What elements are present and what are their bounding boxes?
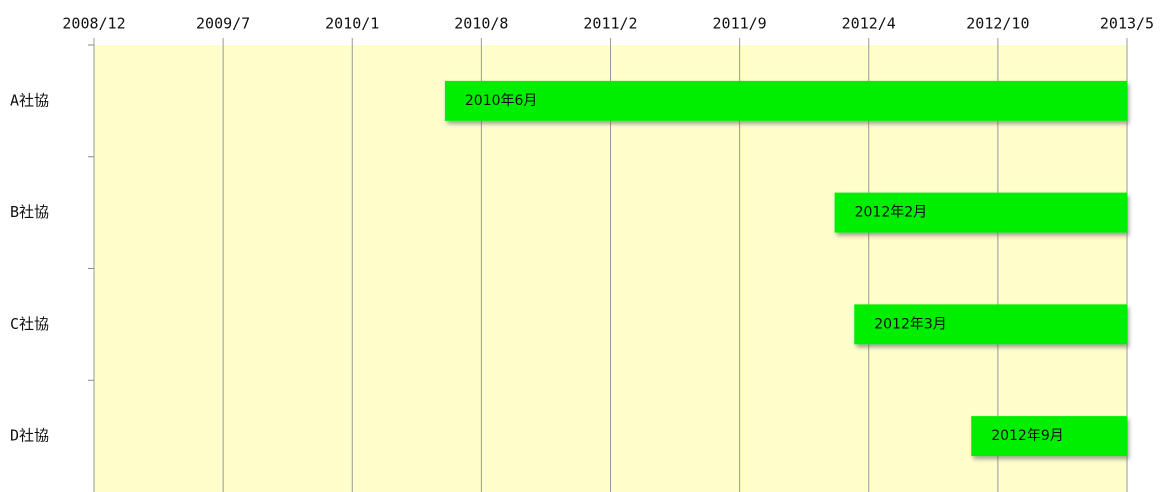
x-tick-label: 2013/5 — [1100, 15, 1154, 33]
bar-label: 2010年6月 — [465, 93, 538, 109]
y-tick-label: B社協 — [10, 203, 49, 221]
x-tick-label: 2008/12 — [62, 15, 125, 33]
bar — [971, 416, 1127, 457]
y-tick-label: C社協 — [10, 315, 49, 333]
bar — [444, 80, 1127, 121]
bar — [834, 192, 1127, 233]
y-tick-label: A社協 — [10, 91, 49, 109]
x-tick-label: 2012/4 — [842, 15, 896, 33]
bar-label: 2012年3月 — [874, 316, 947, 332]
y-tick-label: D社協 — [10, 427, 49, 445]
x-tick-label: 2011/9 — [713, 15, 767, 33]
x-tick-label: 2009/7 — [196, 15, 250, 33]
bar-label: 2012年2月 — [855, 205, 928, 221]
x-tick-label: 2010/8 — [454, 15, 508, 33]
bar — [854, 304, 1127, 345]
bar-label: 2012年9月 — [991, 428, 1064, 444]
x-tick-label: 2012/10 — [966, 15, 1029, 33]
x-tick-label: 2011/2 — [583, 15, 637, 33]
x-tick-label: 2010/1 — [325, 15, 379, 33]
